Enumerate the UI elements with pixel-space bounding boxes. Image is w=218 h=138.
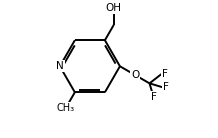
Text: CH₃: CH₃ xyxy=(57,103,75,113)
Text: F: F xyxy=(151,92,157,102)
Text: O: O xyxy=(131,70,140,80)
Text: N: N xyxy=(56,61,64,71)
Text: F: F xyxy=(162,69,168,79)
Text: OH: OH xyxy=(106,3,122,14)
Text: F: F xyxy=(163,82,169,92)
